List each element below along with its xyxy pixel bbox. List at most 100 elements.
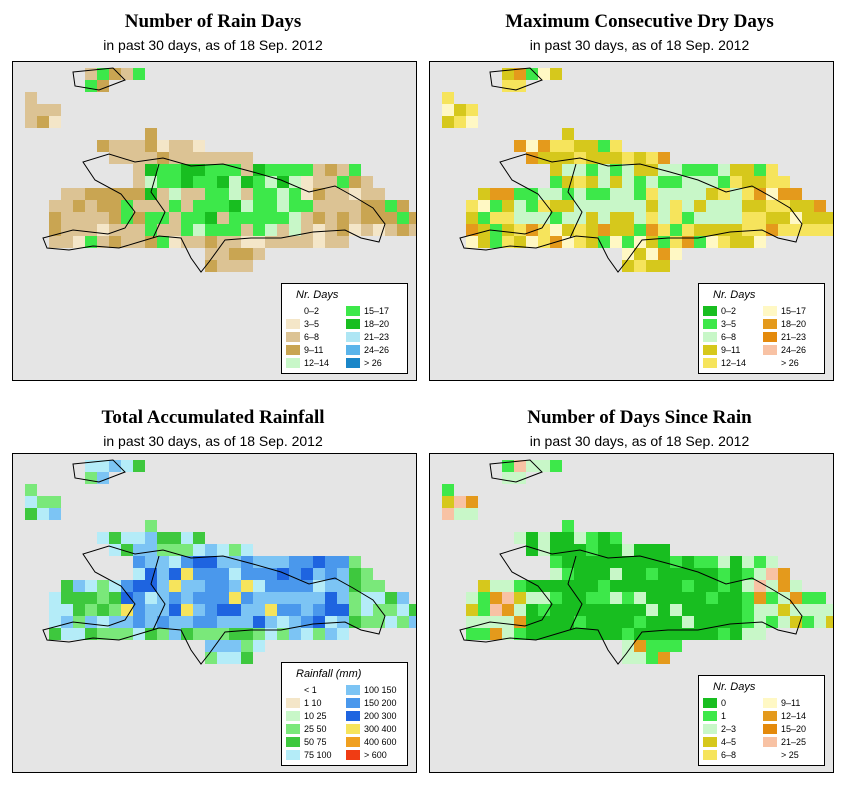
grid-cell xyxy=(766,200,778,212)
grid-cell xyxy=(277,176,289,188)
grid-cell xyxy=(550,460,562,472)
grid-cell xyxy=(277,616,289,628)
grid-cell xyxy=(514,628,526,640)
legend-swatch xyxy=(346,698,360,708)
grid-cell xyxy=(670,592,682,604)
grid-cell xyxy=(145,236,157,248)
map-days-since: Nr. Days 0 1 2–3 4–5 6–8 9–11 12–14 15–20 21–25 > … xyxy=(429,453,834,773)
grid-cell xyxy=(718,188,730,200)
grid-cell xyxy=(586,556,598,568)
grid-cell xyxy=(658,652,670,664)
legend: Nr. Days 0–2 3–5 6–8 9–11 12–14 15–17 18–20 21–2… xyxy=(698,283,825,374)
grid-cell xyxy=(502,188,514,200)
grid-cell xyxy=(133,164,145,176)
grid-cell xyxy=(790,200,802,212)
grid-cell xyxy=(586,224,598,236)
grid-cell xyxy=(550,604,562,616)
grid-cell xyxy=(574,592,586,604)
grid-cell xyxy=(229,544,241,556)
grid-cell xyxy=(205,152,217,164)
grid-cell xyxy=(313,236,325,248)
grid-cell xyxy=(265,188,277,200)
country-border xyxy=(567,163,583,239)
grid-cell xyxy=(766,592,778,604)
grid-cell xyxy=(145,520,157,532)
grid-cell xyxy=(73,604,85,616)
grid-cell xyxy=(538,212,550,224)
grid-cell xyxy=(37,508,49,520)
grid-cell xyxy=(373,604,385,616)
grid-cell xyxy=(598,580,610,592)
island-outline xyxy=(72,67,126,91)
grid-cell xyxy=(514,212,526,224)
grid-cell xyxy=(598,176,610,188)
grid-cell xyxy=(325,556,337,568)
legend: Rainfall (mm) < 1 1 10 10 25 25 50 50 75 75 10… xyxy=(281,662,408,766)
grid-cell xyxy=(217,212,229,224)
grid-cell xyxy=(670,176,682,188)
legend-swatch xyxy=(286,345,300,355)
grid-cell xyxy=(349,556,361,568)
grid-cell xyxy=(361,616,373,628)
grid-cell xyxy=(826,224,833,236)
grid-cell xyxy=(778,616,790,628)
legend-swatch xyxy=(703,358,717,368)
grid-cell xyxy=(241,224,253,236)
grid-cell xyxy=(85,200,97,212)
legend-swatch xyxy=(763,724,777,734)
grid-cell xyxy=(502,616,514,628)
grid-cell xyxy=(658,176,670,188)
grid-cell xyxy=(157,200,169,212)
legend-label: 4–5 xyxy=(721,737,737,747)
grid-cell xyxy=(442,116,454,128)
grid-cell xyxy=(634,568,646,580)
grid-cell xyxy=(562,200,574,212)
grid-cell xyxy=(550,176,562,188)
grid-cell xyxy=(205,628,217,640)
grid-cell xyxy=(253,176,265,188)
grid-cell xyxy=(265,616,277,628)
grid-cell xyxy=(49,212,61,224)
legend-label: 1 10 xyxy=(304,698,322,708)
grid-cell xyxy=(157,568,169,580)
grid-cell xyxy=(526,580,538,592)
grid-cell xyxy=(97,532,109,544)
grid-cell xyxy=(325,224,337,236)
grid-cell xyxy=(766,212,778,224)
grid-cell xyxy=(73,592,85,604)
grid-cell xyxy=(514,236,526,248)
grid-cell xyxy=(241,200,253,212)
grid-cell xyxy=(502,592,514,604)
grid-cell xyxy=(622,592,634,604)
grid-cell xyxy=(682,188,694,200)
grid-cell xyxy=(550,68,562,80)
grid-cell xyxy=(349,592,361,604)
grid-cell xyxy=(85,212,97,224)
grid-cell xyxy=(277,592,289,604)
grid-cell xyxy=(718,164,730,176)
grid-cell xyxy=(133,224,145,236)
grid-cell xyxy=(265,200,277,212)
grid-cell xyxy=(778,224,790,236)
grid-cell xyxy=(730,604,742,616)
grid-cell xyxy=(826,212,833,224)
grid-cell xyxy=(442,92,454,104)
grid-cell xyxy=(730,212,742,224)
grid-cell xyxy=(598,188,610,200)
grid-cell xyxy=(241,260,253,272)
grid-cell xyxy=(598,152,610,164)
grid-cell xyxy=(205,164,217,176)
grid-cell xyxy=(397,200,409,212)
legend-swatch xyxy=(286,685,300,695)
grid-cell xyxy=(277,604,289,616)
grid-cell xyxy=(538,152,550,164)
grid-cell xyxy=(205,640,217,652)
legend-label: 12–14 xyxy=(781,711,807,721)
grid-cell xyxy=(694,556,706,568)
grid-cell xyxy=(754,212,766,224)
grid-cell xyxy=(193,628,205,640)
grid-cell xyxy=(313,568,325,580)
legend-label: 3–5 xyxy=(721,319,737,329)
grid-cell xyxy=(562,592,574,604)
grid-cell xyxy=(610,236,622,248)
